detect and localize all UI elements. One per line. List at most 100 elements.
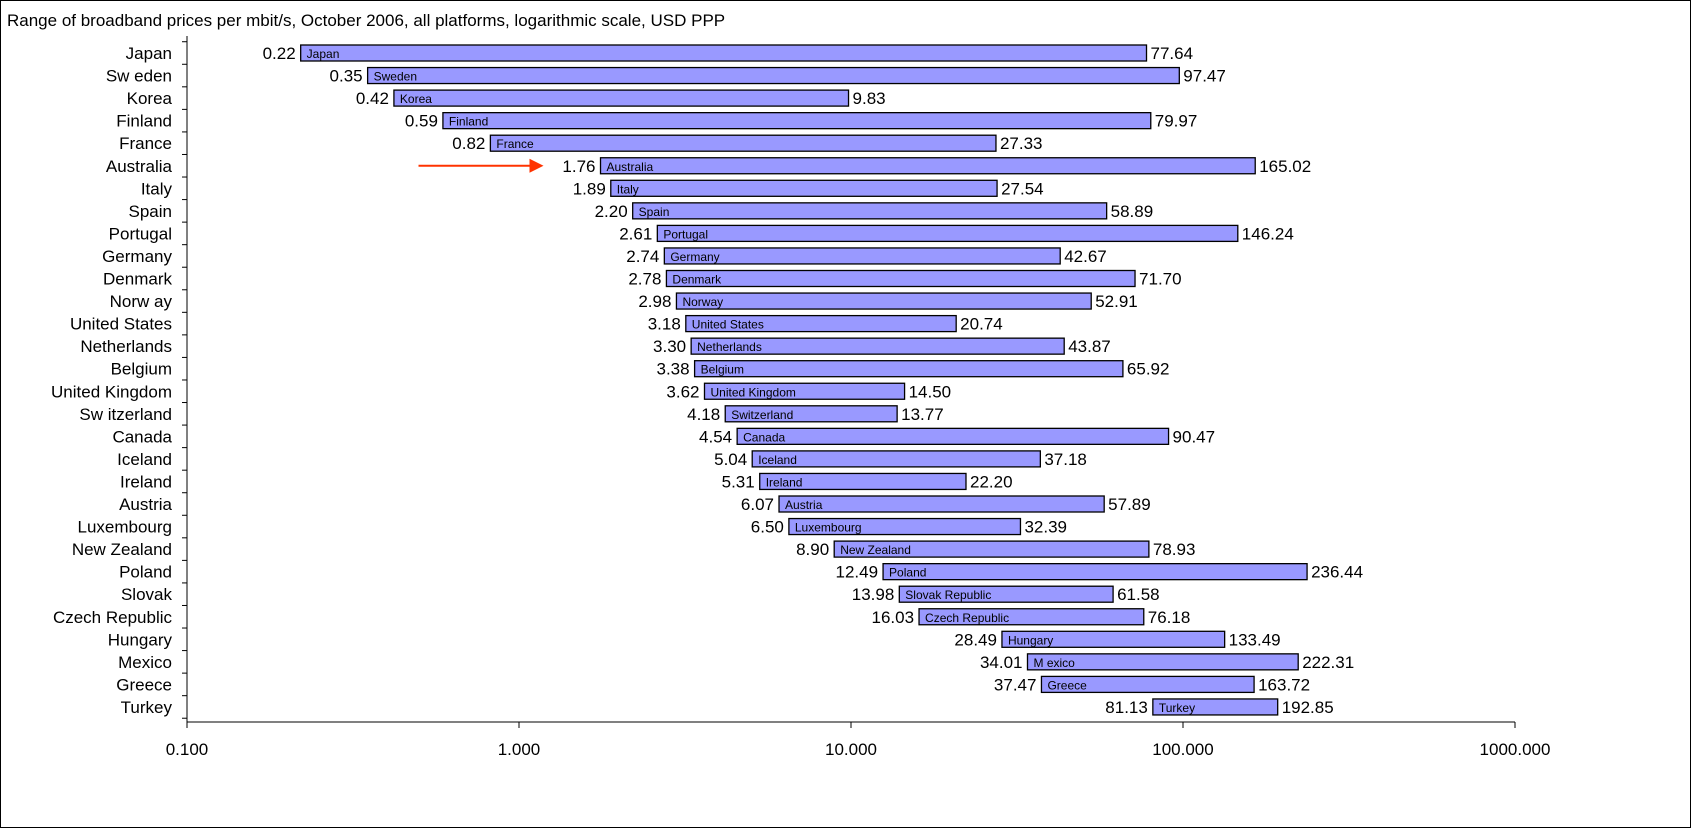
category-label: Sw eden	[106, 67, 172, 86]
range-bar	[898, 585, 1114, 603]
range-bar	[751, 450, 1041, 468]
min-value-label: 16.03	[871, 608, 914, 627]
range-bar	[778, 495, 1105, 513]
bar-country-label: M exico	[1033, 656, 1075, 670]
category-label: France	[119, 134, 172, 153]
min-value-label: 37.47	[994, 675, 1037, 694]
max-value-label: 165.02	[1259, 157, 1311, 176]
x-tick-label: 0.100	[166, 740, 209, 759]
bar-country-label: Spain	[639, 205, 670, 219]
range-bar	[300, 44, 1148, 62]
range-bar	[882, 563, 1308, 581]
max-value-label: 90.47	[1173, 427, 1216, 446]
min-value-label: 4.54	[699, 427, 732, 446]
bar-country-label: Korea	[400, 92, 432, 106]
max-value-label: 32.39	[1024, 518, 1067, 537]
max-value-label: 192.85	[1282, 698, 1334, 717]
range-bar	[693, 360, 1124, 378]
min-value-label: 0.22	[263, 44, 296, 63]
min-value-label: 5.04	[714, 450, 747, 469]
range-bar	[918, 608, 1145, 626]
range-bar	[1040, 675, 1255, 694]
min-value-label: 0.59	[405, 112, 438, 131]
bar-country-label: United Kingdom	[710, 385, 795, 399]
category-label: Korea	[127, 89, 173, 108]
bar-country-label: Ireland	[766, 475, 803, 489]
category-label: Canada	[112, 427, 172, 446]
range-bar	[685, 314, 957, 333]
max-value-label: 27.33	[1000, 134, 1043, 153]
category-label: Mexico	[118, 653, 172, 672]
max-value-label: 27.54	[1001, 179, 1044, 198]
max-value-label: 65.92	[1127, 360, 1170, 379]
range-bar	[663, 247, 1061, 265]
category-label: Italy	[141, 179, 173, 198]
chart-title: Range of broadband prices per mbit/s, Oc…	[7, 11, 726, 30]
bar-country-label: Denmark	[672, 273, 722, 287]
bar-country-label: Sweden	[374, 70, 417, 84]
max-value-label: 79.97	[1155, 112, 1198, 131]
bar-country-label: France	[496, 137, 534, 151]
max-value-label: 236.44	[1311, 563, 1363, 582]
max-value-label: 133.49	[1229, 630, 1281, 649]
bar-country-label: Belgium	[701, 363, 744, 377]
range-bar	[759, 472, 967, 491]
min-value-label: 6.50	[751, 518, 784, 537]
bar-country-label: Netherlands	[697, 340, 762, 354]
category-label: Norw ay	[110, 292, 173, 311]
bar-country-label: Greece	[1047, 678, 1087, 692]
min-value-label: 3.62	[666, 382, 699, 401]
category-label: Sw itzerland	[79, 405, 172, 424]
min-value-label: 81.13	[1105, 698, 1148, 717]
min-value-label: 0.35	[330, 67, 363, 86]
min-value-label: 2.98	[638, 292, 671, 311]
category-label: Greece	[116, 675, 172, 694]
min-value-label: 2.61	[619, 224, 652, 243]
max-value-label: 76.18	[1148, 608, 1191, 627]
min-value-label: 34.01	[980, 653, 1023, 672]
range-bar	[610, 179, 998, 197]
range-bar	[599, 157, 1256, 175]
range-bar	[393, 89, 850, 107]
category-label: Slovak	[121, 585, 173, 604]
bar-country-label: Italy	[617, 182, 639, 196]
range-bar	[366, 66, 1180, 85]
category-label: Czech Republic	[53, 608, 173, 627]
category-label: Hungary	[108, 630, 173, 649]
range-bar	[690, 337, 1065, 355]
min-value-label: 8.90	[796, 540, 829, 559]
category-label: Luxembourg	[77, 518, 172, 537]
bar-country-label: Iceland	[758, 453, 797, 467]
bar-country-label: New Zealand	[840, 543, 911, 557]
bar-country-label: Hungary	[1008, 633, 1053, 647]
bar-country-label: Poland	[889, 566, 926, 580]
range-bar	[724, 405, 898, 423]
category-label: Australia	[106, 157, 173, 176]
highlight-arrow-head	[529, 158, 544, 173]
bar-country-label: Australia	[607, 160, 654, 174]
max-value-label: 146.24	[1242, 224, 1294, 243]
max-value-label: 20.74	[960, 315, 1003, 334]
min-value-label: 6.07	[741, 495, 774, 514]
category-label: Portugal	[109, 224, 172, 243]
min-value-label: 1.89	[573, 179, 606, 198]
min-value-label: 13.98	[852, 585, 895, 604]
max-value-label: 37.18	[1044, 450, 1087, 469]
range-bar	[442, 112, 1152, 130]
max-value-label: 57.89	[1108, 495, 1151, 514]
range-bar	[703, 382, 906, 400]
max-value-label: 58.89	[1111, 202, 1154, 221]
range-bar	[675, 292, 1092, 310]
max-value-label: 42.67	[1064, 247, 1107, 266]
category-label: Spain	[129, 202, 172, 221]
category-label: Finland	[116, 112, 172, 131]
bar-country-label: United States	[692, 318, 764, 332]
category-label: Ireland	[120, 472, 172, 491]
max-value-label: 14.50	[909, 382, 952, 401]
category-label: Netherlands	[80, 337, 172, 356]
min-value-label: 1.76	[562, 157, 595, 176]
category-label: Germany	[102, 247, 172, 266]
range-bar	[665, 269, 1136, 288]
max-value-label: 163.72	[1258, 675, 1310, 694]
